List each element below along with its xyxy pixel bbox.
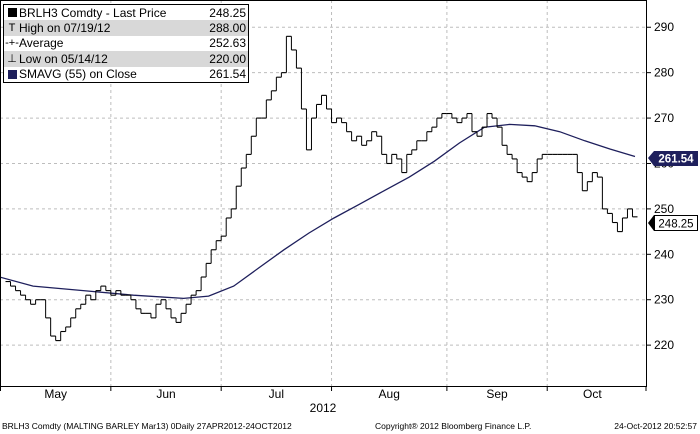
x-tick-label: Sep	[486, 387, 508, 401]
y-tick-label: 270	[654, 111, 674, 125]
x-tick-label: Jun	[156, 387, 175, 401]
y-tick-label: 250	[654, 202, 674, 216]
legend-high-label: High on 07/19/12	[19, 21, 111, 36]
legend-low-label: Low on 05/14/12	[19, 51, 108, 66]
legend-sma-value: 261.54	[209, 67, 246, 82]
last-price-tag-label: 248.25	[658, 219, 693, 231]
sma-price-tag	[648, 151, 698, 166]
footer-security-description: BRLH3 Comdty (MALTING BARLEY Mar13) 0Dai…	[2, 421, 292, 431]
y-tick-label: 230	[654, 293, 674, 307]
sma-line-layer	[0, 123, 636, 300]
y-axis: 220230240250260270280290	[646, 20, 674, 352]
average-marker-icon: -+-	[5, 37, 19, 50]
x-axis: May Jun Jul Aug Sep Oct	[0, 386, 647, 401]
price-tags: 261.54 248.25	[648, 151, 698, 231]
legend-average-value: 252.63	[209, 36, 246, 51]
price-series-layer	[5, 35, 638, 342]
chart-legend: BRLH3 Comdty - Last Price 248.25 T High …	[3, 4, 249, 83]
y-tick-label: 280	[654, 66, 674, 80]
chart-footer: BRLH3 Comdty (MALTING BARLEY Mar13) 0Dai…	[0, 418, 700, 434]
sma-price-tag-label: 261.54	[658, 154, 694, 166]
y-tick-label: 290	[654, 20, 674, 34]
legend-low-value: 220.00	[209, 51, 246, 66]
y-tick-label: 240	[654, 247, 674, 261]
footer-timestamp: 24-Oct-2012 20:52:57	[614, 421, 697, 431]
legend-row-average: -+- Average 252.63	[4, 36, 248, 51]
legend-ticker-label: BRLH3 Comdty - Last Price	[19, 5, 167, 20]
legend-last-price-value: 248.25	[209, 5, 246, 20]
last-price-tag-inner	[655, 216, 697, 230]
legend-average-label: Average	[19, 36, 64, 51]
y-tick-label: 220	[654, 338, 674, 352]
footer-copyright: Copyright® 2012 Bloomberg Finance L.P.	[375, 421, 532, 431]
plot-frame	[0, 0, 647, 387]
x-tick-label: Aug	[379, 387, 400, 401]
legend-row-high: T High on 07/19/12 288.00	[4, 20, 248, 36]
low-marker-icon: ⊥	[7, 53, 17, 66]
legend-high-value: 288.00	[209, 21, 246, 36]
legend-sma-label: SMAVG (55) on Close	[19, 67, 137, 82]
high-marker-icon: T	[8, 22, 16, 35]
x-tick-label: May	[44, 387, 67, 401]
legend-row-last-price: BRLH3 Comdty - Last Price 248.25	[4, 5, 248, 20]
navy-square-icon	[5, 69, 19, 79]
x-tick-label: Jul	[269, 387, 284, 401]
legend-row-low: ⊥ Low on 05/14/12 220.00	[4, 51, 248, 67]
x-tick-label: Oct	[583, 387, 602, 401]
legend-row-sma: SMAVG (55) on Close 261.54	[4, 67, 248, 82]
square-icon	[5, 8, 19, 18]
x-axis-year-label: 2012	[310, 401, 337, 415]
sma-line	[0, 123, 636, 300]
gridlines	[0, 0, 646, 386]
